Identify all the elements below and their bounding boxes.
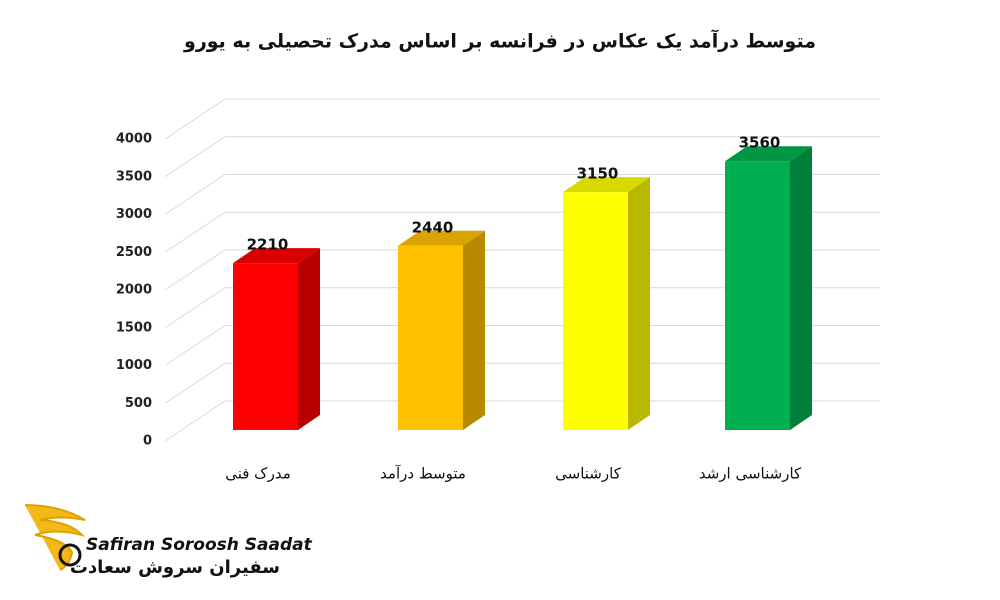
value-label: 3560 <box>739 134 781 152</box>
y-tick-label: 3000 <box>116 207 152 222</box>
logo-icon <box>58 543 82 567</box>
logo-text: Safiran Soroosh Saadat <box>86 535 313 555</box>
grid-line <box>164 400 880 442</box>
x-tick-label: کارشناسی <box>555 465 622 483</box>
bar-side <box>298 248 320 430</box>
value-label: 3150 <box>577 165 619 183</box>
grid-line <box>164 249 880 291</box>
y-tick-label: 500 <box>125 396 152 411</box>
x-tick-label: مدرک فنی <box>225 465 291 483</box>
bar <box>725 161 790 430</box>
bar-side <box>463 230 485 430</box>
grid-line <box>164 98 880 140</box>
bar <box>233 263 298 430</box>
bar-top <box>563 177 650 193</box>
grid-line <box>164 325 880 366</box>
y-tick-label: 1000 <box>116 358 152 373</box>
chart-title: متوسط درآمد یک عکاس در فرانسه بر اساس مد… <box>183 29 816 53</box>
y-tick-label: 3500 <box>116 169 152 184</box>
grid-line <box>164 174 880 215</box>
bar <box>563 192 628 430</box>
y-tick-label: 4000 <box>116 132 152 147</box>
grid-line <box>164 287 880 329</box>
bar <box>398 245 463 430</box>
y-tick-label: 1500 <box>116 320 152 335</box>
grid-line <box>164 211 880 253</box>
logo-text-fa: سفیران سروش سعادت <box>70 557 280 578</box>
bar-side <box>790 146 812 430</box>
bar-top <box>725 146 812 162</box>
x-tick-label: کارشناسی ارشد <box>699 465 802 483</box>
value-label: 2210 <box>247 236 289 254</box>
value-label: 2440 <box>412 218 454 236</box>
y-tick-label: 2500 <box>116 245 152 260</box>
logo: Safiran Soroosh Saadat سفیران سروش سعادت <box>24 504 313 578</box>
logo-icon <box>24 504 86 571</box>
grid-line <box>164 362 880 404</box>
y-tick-label: 2000 <box>116 283 152 298</box>
bar-side <box>628 177 650 430</box>
bar-top <box>398 230 485 246</box>
grid-line <box>164 136 880 178</box>
y-tick-label: 0 <box>143 434 152 449</box>
x-tick-label: متوسط درآمد <box>380 465 466 483</box>
bar-top <box>233 248 320 264</box>
